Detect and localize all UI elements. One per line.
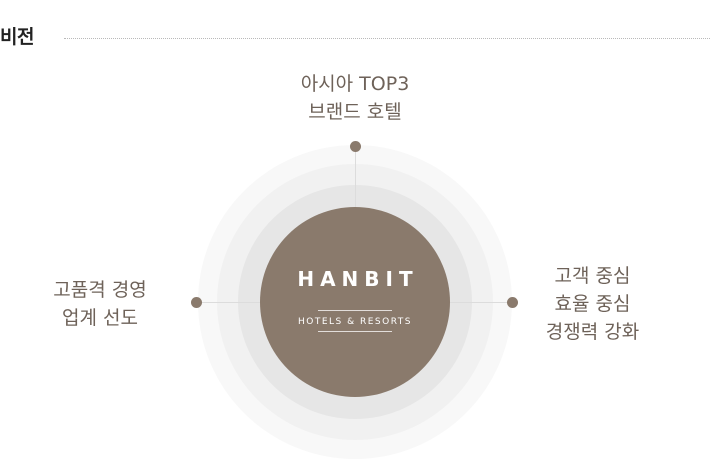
vision-left-line-2: 업계 선도 bbox=[62, 307, 138, 329]
dot-top bbox=[350, 141, 361, 152]
connector-right bbox=[450, 302, 512, 303]
brand-logo-subtitle: HOTELS & RESORTS bbox=[297, 317, 413, 327]
dot-left bbox=[191, 297, 202, 308]
brand-logo-circle bbox=[260, 207, 450, 397]
vision-label-right: 고객 중심 효율 중심 경쟁력 강화 bbox=[520, 262, 665, 346]
vision-label-left: 고품격 경영 업계 선도 bbox=[20, 276, 180, 332]
vision-right-line-2: 효율 중심 bbox=[554, 293, 631, 315]
vision-right-line-1: 고객 중심 bbox=[554, 265, 631, 287]
vision-top-line-1: 아시아 TOP3 bbox=[300, 73, 410, 95]
brand-logo-rule-bottom bbox=[318, 331, 392, 332]
brand-logo-name: HANBIT bbox=[297, 267, 419, 291]
title-divider bbox=[64, 38, 710, 39]
connector-top bbox=[355, 146, 356, 208]
dot-right bbox=[507, 297, 518, 308]
vision-left-line-1: 고품격 경영 bbox=[53, 279, 147, 301]
connector-left bbox=[196, 302, 260, 303]
vision-top-line-2: 브랜드 호텔 bbox=[308, 101, 402, 123]
brand-logo-rule-top bbox=[318, 310, 392, 311]
vision-label-top: 아시아 TOP3 브랜드 호텔 bbox=[255, 70, 455, 126]
vision-right-line-3: 경쟁력 강화 bbox=[545, 321, 640, 343]
section-title: 비전 bbox=[0, 26, 34, 48]
